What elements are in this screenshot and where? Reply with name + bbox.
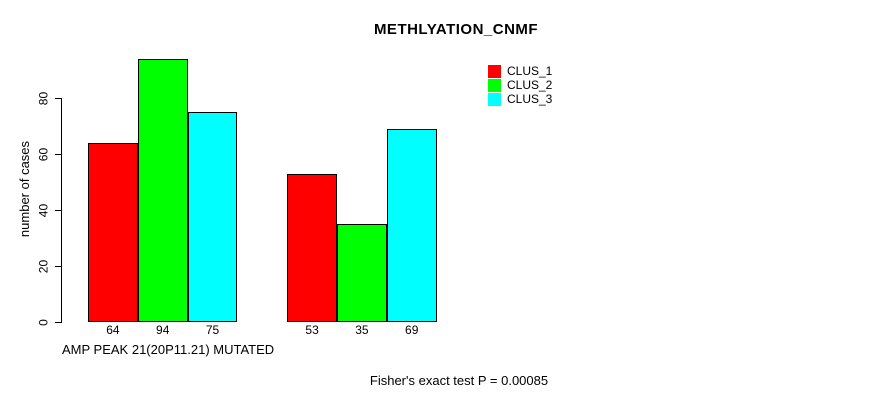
y-tick [55,321,62,323]
y-tick [55,97,62,99]
bar-clus_2-group2 [337,224,387,322]
legend-label: CLUS_3 [507,92,553,106]
y-tick-label: 20 [36,259,51,273]
bar-value-label: 35 [355,323,369,337]
x-axis-title: AMP PEAK 21(20P11.21) MUTATED [62,342,275,357]
legend-label: CLUS_1 [507,64,553,78]
legend-swatch [488,93,501,106]
y-tick [55,209,62,211]
chart-title: METHLYATION_CNMF [373,21,539,38]
legend-label: CLUS_2 [507,78,553,92]
y-tick [55,153,62,155]
y-tick [55,265,62,267]
bar-clus_3-group2 [386,128,437,322]
bar-clus_2-group1 [137,58,188,322]
bar-value-label: 94 [156,323,170,337]
legend-item-clus_1: CLUS_1 [488,65,552,78]
y-tick-label: 80 [36,91,51,105]
legend-item-clus_2: CLUS_2 [488,79,552,92]
legend-item-clus_3: CLUS_3 [488,93,552,106]
bar-value-label: 53 [305,323,319,337]
y-tick-label: 0 [36,318,51,326]
bar-clus_3-group1 [187,112,238,322]
legend-swatch [488,65,501,78]
bar-value-label: 69 [405,323,419,337]
bar-value-label: 75 [205,323,220,337]
stat-annotation: Fisher's exact test P = 0.00085 [369,373,549,388]
bar-clus_1-group1 [88,142,138,322]
y-tick-label: 60 [36,147,51,161]
bar-value-label: 64 [106,323,120,337]
legend: CLUS_1 CLUS_2 CLUS_3 [488,65,552,107]
bar-clus_1-group2 [287,173,337,322]
legend-swatch [488,79,501,92]
y-tick-label: 40 [36,203,51,217]
y-axis-title: number of cases [17,140,32,238]
